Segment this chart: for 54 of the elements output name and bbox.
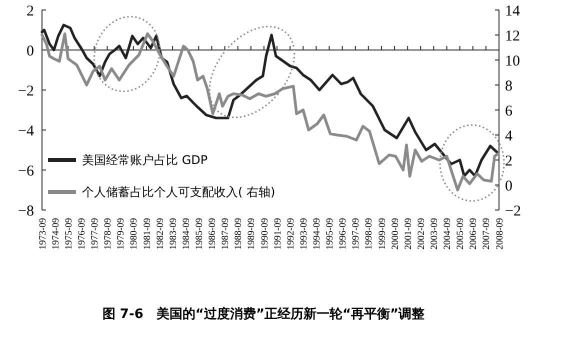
x-tick-label: 1991-09	[273, 218, 284, 250]
x-tick-label: 1995-09	[326, 218, 336, 250]
y2-tick-label: 2	[505, 153, 512, 170]
x-tick-label: 1980-09	[130, 218, 140, 250]
y2-tick-label: 12	[505, 28, 520, 44]
x-tick-label: 1996-09	[338, 218, 349, 250]
x-tick-label: 2000-09	[390, 218, 401, 250]
x-tick-label: 1993-09	[299, 218, 310, 250]
y2-tick-label: 10	[505, 53, 520, 70]
x-tick-label: 2005-09	[456, 218, 466, 250]
x-tick-label: 1976-09	[78, 218, 88, 250]
y-tick-label: −2	[18, 83, 34, 100]
x-tick-label: 1994-09	[312, 218, 323, 250]
y2-tick-label: 4	[505, 128, 513, 144]
x-tick-label: 1984-09	[182, 218, 192, 250]
x-tick-label: 2001-09	[404, 218, 414, 250]
x-tick-label: 2006-09	[469, 218, 480, 250]
x-tick-label: 1983-09	[168, 218, 179, 250]
y-tick-label: −6	[18, 163, 34, 180]
x-tick-label: 1979-09	[116, 218, 127, 250]
x-tick-label: 1981-09	[142, 218, 153, 250]
x-tick-label: 1986-09	[208, 218, 218, 250]
x-tick-label: 1973-09	[38, 218, 48, 250]
x-tick-label: 2007-09	[482, 218, 492, 250]
x-tick-label: 1978-09	[104, 218, 114, 250]
x-tick-label: 2002-09	[416, 218, 427, 250]
y2-tick-label: −2	[505, 203, 521, 220]
x-tick-label: 2004-09	[443, 218, 454, 250]
text: 图 7-6 美国的“过度消费”正经历新一轮“再平衡”调整	[102, 306, 426, 322]
y-tick-label: 2	[26, 3, 34, 20]
x-tick-label: 1974-09	[51, 218, 62, 250]
x-tick-label: 1975-09	[64, 218, 74, 250]
x-tick-label: 1989-09	[247, 218, 258, 250]
x-tick-label: 1990-09	[260, 218, 270, 250]
y-tick-label: 0	[26, 43, 34, 60]
y2-tick-label: 14	[505, 3, 520, 20]
x-tick-label: 1998-09	[364, 218, 375, 250]
x-tick-label: 2008-09	[495, 218, 506, 250]
x-tick-label: 2003-09	[430, 218, 440, 250]
y2-tick-label: 6	[505, 103, 513, 120]
x-tick-label: 1985-09	[195, 218, 206, 250]
x-tick-label: 1987-09	[221, 218, 232, 250]
legend-label: 个人储蓄占比个人可支配收入( 右轴)	[82, 185, 276, 200]
x-tick-label: 1977-09	[90, 218, 101, 250]
legend-label: 美国经常账户占比 GDP	[82, 153, 208, 168]
x-tick-label: 1982-09	[156, 218, 166, 250]
y2-tick-label: 0	[505, 178, 512, 194]
y2-tick-label: 8	[505, 78, 512, 94]
y-tick-label: −4	[18, 123, 34, 140]
x-tick-label: 1999-09	[378, 218, 388, 250]
y-tick-label: −8	[18, 203, 34, 220]
x-tick-label: 1992-09	[286, 218, 296, 250]
x-tick-label: 1988-09	[234, 218, 244, 250]
x-tick-label: 1997-09	[352, 218, 362, 250]
